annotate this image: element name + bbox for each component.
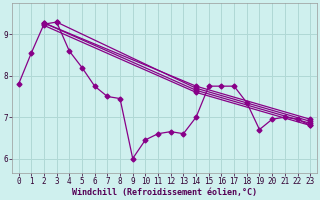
X-axis label: Windchill (Refroidissement éolien,°C): Windchill (Refroidissement éolien,°C)	[72, 188, 257, 197]
